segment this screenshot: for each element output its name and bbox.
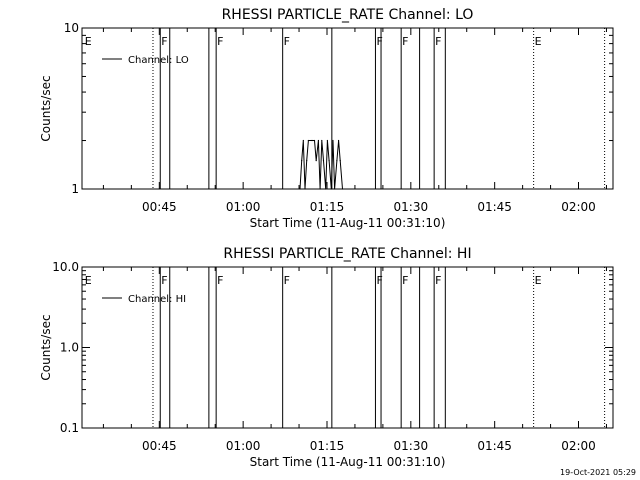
panel2-x-tick-label: 02:00 [561, 439, 596, 453]
panel1-x-tick-label: 01:00 [226, 200, 261, 214]
panel2-flag-label: F [217, 274, 223, 287]
panel2-y-tick-label: 10.0 [52, 260, 79, 274]
panel1-data-point [325, 188, 327, 190]
panel1-data-point [337, 139, 340, 142]
panel1-data-point [336, 160, 338, 162]
panel2-flag-label: E [535, 274, 542, 287]
panel1-data-point [339, 160, 341, 162]
panel1-data-point [306, 160, 308, 162]
panel1-data-point [319, 188, 321, 190]
panel1-flag-label: F [376, 35, 382, 48]
panel1-data-point [307, 139, 309, 142]
panel1-y-tick-label: 1 [71, 182, 79, 196]
panel1-flag-label: F [402, 35, 408, 48]
panel1-x-axis-label: Start Time (11-Aug-11 00:31:10) [250, 216, 446, 230]
panel1-x-tick-label: 01:30 [394, 200, 429, 214]
panel1-flag-label: F [217, 35, 223, 48]
panel1-data-point [313, 139, 316, 142]
panel2-y-tick-label: 0.1 [60, 421, 79, 435]
panel1-x-tick-label: 00:45 [142, 200, 177, 214]
panel1-data-point [304, 188, 306, 190]
panel1-legend-label: Channel: LO [128, 55, 189, 66]
panel2-x-tick-label: 01:45 [477, 439, 512, 453]
panel1-x-tick-label: 01:45 [477, 200, 512, 214]
panel1-flag-label: E [535, 35, 542, 48]
panel1-data-point [332, 139, 334, 142]
panel1-data-point [334, 188, 336, 190]
panel1-data-point [301, 160, 303, 162]
panel1-data-point [315, 160, 317, 162]
panel1-y-axis-label: Counts/sec [39, 75, 53, 141]
panel1-y-tick-label: 10 [64, 21, 79, 35]
panel1-flag-label: F [284, 35, 290, 48]
panel1-data-point [312, 139, 314, 142]
panel2-y-tick-label: 1.0 [60, 341, 79, 355]
panel2-x-tick-label: 01:00 [226, 439, 261, 453]
panel1-data-point [302, 139, 304, 142]
panel2-legend-label: Channel: HI [128, 294, 186, 305]
panel2-x-tick-label: 01:30 [394, 439, 429, 453]
panel1-flag-label: F [161, 35, 167, 48]
panel1-x-tick-label: 02:00 [561, 200, 596, 214]
panel1-flag-label: E [85, 35, 92, 48]
panel2-x-axis-label: Start Time (11-Aug-11 00:31:10) [250, 455, 446, 469]
panel2-y-axis-label: Counts/sec [39, 314, 53, 380]
panel2-flag-label: E [85, 274, 92, 287]
panel2-flag-label: F [284, 274, 290, 287]
panel2-x-tick-label: 01:15 [310, 439, 345, 453]
panel1-data-point [330, 188, 332, 190]
panel1-title: RHESSI PARTICLE_RATE Channel: LO [222, 7, 474, 23]
panel2-flag-label: F [161, 274, 167, 287]
panel1-data-point [328, 160, 330, 162]
panel1-data-point [299, 188, 301, 190]
panel1-data-point [341, 188, 344, 190]
panel1-data-point [321, 139, 323, 142]
panel2-flag-label: F [435, 274, 441, 287]
panel1-data-point [322, 160, 325, 162]
panel1-x-tick-label: 01:15 [310, 200, 345, 214]
panel1-series-line [299, 140, 343, 190]
panel1-data-point [326, 139, 328, 142]
panel2-flag-label: F [402, 274, 408, 287]
panel1-data-point [317, 139, 320, 142]
panel1-data-point [310, 139, 312, 142]
panel2-flag-label: F [376, 274, 382, 287]
panel1-axes-frame [81, 27, 614, 190]
panel2-title: RHESSI PARTICLE_RATE Channel: HI [223, 246, 471, 262]
panel1-flag-label: F [435, 35, 441, 48]
panel2-x-tick-label: 00:45 [142, 439, 177, 453]
